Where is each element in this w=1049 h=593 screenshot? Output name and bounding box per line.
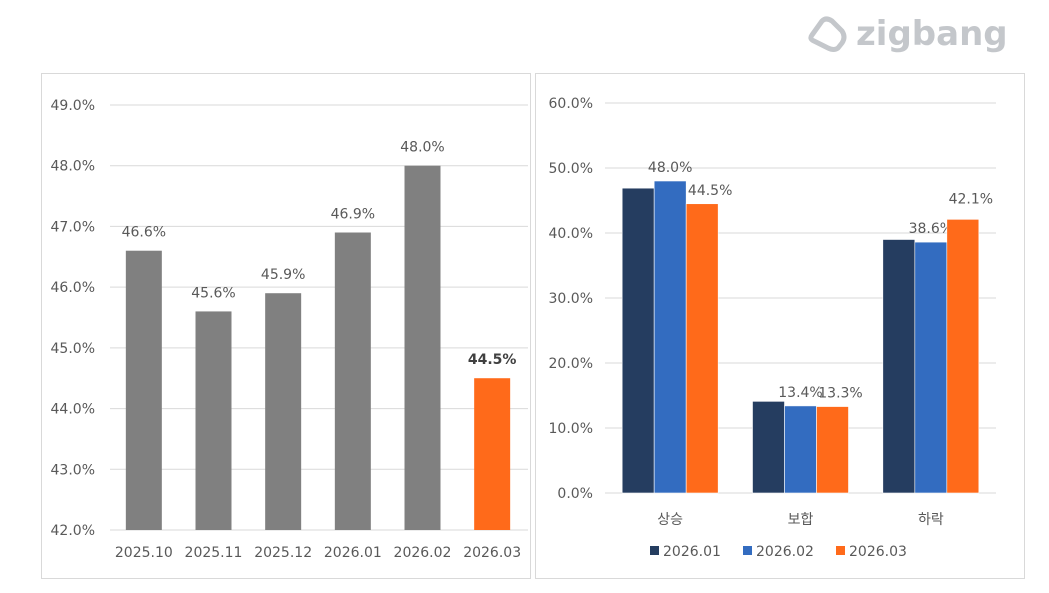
legend-label: 2026.02 — [756, 544, 814, 560]
x-tick-label: 2026.03 — [463, 545, 521, 561]
bar-2025.12 — [265, 293, 302, 530]
y-tick-label: 46.0% — [51, 280, 95, 296]
bar-2025.11 — [195, 311, 232, 530]
x-tick-label: 2026.02 — [394, 545, 452, 561]
x-tick-label: 2025.11 — [185, 545, 243, 561]
y-tick-label: 20.0% — [549, 356, 593, 372]
data-label: 46.9% — [331, 207, 375, 223]
data-label: 48.0% — [400, 140, 444, 156]
zigbang-logo-icon — [808, 16, 847, 52]
logo-text: zigbang — [856, 14, 1008, 54]
y-tick-label: 0.0% — [557, 486, 593, 502]
y-tick-label: 40.0% — [549, 226, 593, 242]
y-tick-label: 60.0% — [549, 96, 593, 112]
x-tick-label: 2025.12 — [254, 545, 312, 561]
bar-상승-2026.02 — [653, 180, 687, 494]
bar-보합-2026.02 — [784, 405, 817, 494]
x-tick-label: 2026.01 — [324, 545, 382, 561]
x-tick-label: 상승 — [657, 512, 683, 528]
x-tick-label: 보합 — [788, 512, 814, 528]
y-tick-label: 44.0% — [51, 402, 95, 418]
bar-2025.10 — [125, 250, 162, 530]
legend-swatch-2026.02 — [743, 546, 752, 555]
data-label: 13.3% — [818, 386, 862, 402]
data-label: 38.6% — [909, 221, 953, 237]
bar-보합-2026.01 — [752, 401, 785, 494]
bar-상승-2026.03 — [685, 203, 719, 494]
y-tick-label: 45.0% — [51, 341, 95, 357]
data-label: 46.6% — [122, 225, 166, 241]
data-label: 44.5% — [688, 183, 732, 199]
y-tick-label: 47.0% — [51, 219, 95, 235]
y-tick-label: 30.0% — [549, 291, 593, 307]
y-tick-label: 43.0% — [51, 462, 95, 478]
data-label: 48.0% — [648, 160, 692, 176]
data-label: 45.6% — [191, 285, 235, 301]
bar-2026.01 — [334, 232, 371, 530]
legend-label: 2026.01 — [663, 544, 721, 560]
zigbang-logo: zigbang — [806, 14, 1008, 54]
y-tick-label: 42.0% — [51, 523, 95, 539]
bar-2026.02 — [404, 165, 441, 530]
bar-하락-2026.01 — [882, 239, 916, 494]
x-tick-label: 하락 — [918, 512, 944, 528]
data-label: 13.4% — [778, 385, 822, 401]
legend-label: 2026.03 — [849, 544, 907, 560]
legend-swatch-2026.01 — [650, 546, 659, 555]
data-label: 42.1% — [949, 191, 993, 207]
bar-2026.03 — [474, 378, 511, 530]
y-tick-label: 48.0% — [51, 159, 95, 175]
y-tick-label: 49.0% — [51, 98, 95, 114]
x-tick-label: 2025.10 — [115, 545, 173, 561]
y-tick-label: 10.0% — [549, 421, 593, 437]
bar-하락-2026.03 — [946, 219, 980, 494]
data-label: 45.9% — [261, 267, 305, 283]
bar-보합-2026.03 — [816, 406, 849, 494]
bar-하락-2026.02 — [914, 241, 948, 494]
legend-swatch-2026.03 — [836, 546, 845, 555]
y-tick-label: 50.0% — [549, 161, 593, 177]
data-label: 44.5% — [468, 352, 517, 368]
bar-상승-2026.01 — [621, 187, 655, 494]
